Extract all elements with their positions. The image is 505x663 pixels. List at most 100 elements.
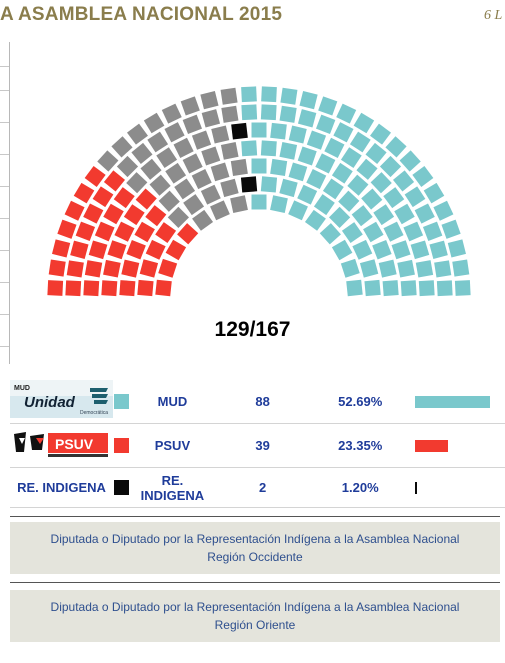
seat bbox=[418, 280, 435, 297]
seat bbox=[279, 142, 298, 160]
seat bbox=[97, 150, 119, 172]
seat bbox=[434, 260, 452, 278]
seat bbox=[351, 205, 373, 227]
region-title: Diputada o Diputado por la Representació… bbox=[50, 600, 460, 614]
seat bbox=[57, 219, 77, 239]
left-sidebar-edge bbox=[0, 42, 10, 364]
seat bbox=[70, 240, 89, 260]
seat bbox=[410, 240, 430, 260]
legend-swatch-psuv bbox=[113, 437, 129, 453]
seat bbox=[158, 258, 178, 278]
region-occidente-card[interactable]: Diputada o Diputado por la Representació… bbox=[10, 522, 500, 574]
seat bbox=[423, 182, 445, 204]
seat bbox=[336, 103, 357, 124]
seat bbox=[340, 147, 362, 169]
seat bbox=[230, 158, 248, 177]
seat bbox=[353, 112, 375, 134]
seat bbox=[251, 158, 267, 174]
seat bbox=[210, 200, 230, 221]
seat bbox=[341, 222, 363, 244]
seat bbox=[347, 174, 369, 196]
seat bbox=[331, 239, 353, 261]
seat bbox=[279, 105, 297, 123]
seat bbox=[280, 87, 298, 105]
seat bbox=[436, 280, 453, 297]
seat bbox=[393, 170, 415, 192]
unidad-logo-main-text: Unidad bbox=[24, 394, 76, 411]
seat bbox=[364, 279, 381, 297]
seat bbox=[270, 195, 288, 213]
seat bbox=[297, 184, 318, 205]
table-row-re-indigena: RE. INDIGENA RE. INDIGENA 2 1.20% bbox=[10, 468, 505, 508]
results-table: MUD Unidad Democrática MUD 88 52.69% PSU… bbox=[10, 380, 505, 508]
seat bbox=[363, 221, 384, 243]
seat bbox=[231, 122, 248, 140]
seat bbox=[322, 178, 344, 200]
seat bbox=[164, 122, 185, 143]
seat bbox=[145, 239, 166, 260]
seat bbox=[260, 104, 277, 121]
seat bbox=[383, 187, 405, 209]
seat bbox=[359, 259, 379, 278]
seat bbox=[397, 259, 415, 278]
seat bbox=[297, 109, 317, 128]
seat bbox=[210, 162, 230, 182]
seat bbox=[399, 150, 421, 172]
unidad-logo: MUD Unidad Democrática bbox=[10, 380, 113, 418]
seat bbox=[126, 123, 148, 145]
seat bbox=[412, 165, 434, 187]
seat bbox=[288, 200, 308, 221]
seat bbox=[370, 172, 392, 194]
seat bbox=[240, 176, 258, 193]
seat bbox=[165, 162, 187, 184]
seat bbox=[126, 172, 148, 194]
seat bbox=[92, 186, 114, 208]
seat bbox=[48, 259, 66, 277]
seat bbox=[119, 280, 136, 297]
seat-count: 88 bbox=[255, 394, 270, 409]
seat bbox=[361, 188, 383, 210]
party-name: MUD bbox=[157, 394, 188, 409]
seat bbox=[349, 131, 371, 153]
seat bbox=[220, 87, 238, 105]
seat bbox=[288, 125, 307, 144]
page-title: A ASAMBLEA NACIONAL 2015 bbox=[0, 4, 283, 25]
seat bbox=[137, 279, 154, 297]
seat bbox=[107, 240, 127, 260]
psuv-logo: PSUV bbox=[10, 424, 113, 462]
seat bbox=[415, 260, 434, 278]
seat bbox=[382, 280, 399, 297]
seat-count: 39 bbox=[255, 438, 270, 453]
seat bbox=[158, 190, 180, 212]
seat bbox=[230, 195, 248, 213]
seat bbox=[331, 162, 353, 184]
seat bbox=[338, 190, 360, 212]
seat bbox=[192, 209, 214, 231]
seat bbox=[454, 280, 471, 296]
seat bbox=[123, 204, 145, 226]
seat bbox=[304, 209, 326, 231]
seat bbox=[370, 123, 392, 145]
seat bbox=[372, 240, 392, 260]
seat bbox=[183, 194, 205, 216]
seat bbox=[161, 103, 182, 124]
seat bbox=[422, 221, 443, 242]
seat bbox=[47, 280, 64, 296]
seat bbox=[261, 86, 277, 103]
seat bbox=[191, 169, 212, 190]
seat bbox=[433, 200, 454, 221]
seat bbox=[180, 96, 200, 116]
seat bbox=[75, 221, 96, 242]
seat bbox=[167, 206, 189, 228]
divider bbox=[10, 582, 500, 583]
seat bbox=[260, 140, 277, 157]
seat bbox=[306, 169, 327, 190]
seat bbox=[324, 137, 345, 158]
seat bbox=[101, 280, 118, 297]
region-oriente-card[interactable]: Diputada o Diputado por la Representació… bbox=[10, 590, 500, 642]
seat bbox=[174, 178, 196, 200]
region-name: Región Occidente bbox=[207, 550, 303, 564]
seat bbox=[88, 240, 108, 260]
seat bbox=[201, 109, 221, 128]
seat bbox=[352, 239, 373, 260]
